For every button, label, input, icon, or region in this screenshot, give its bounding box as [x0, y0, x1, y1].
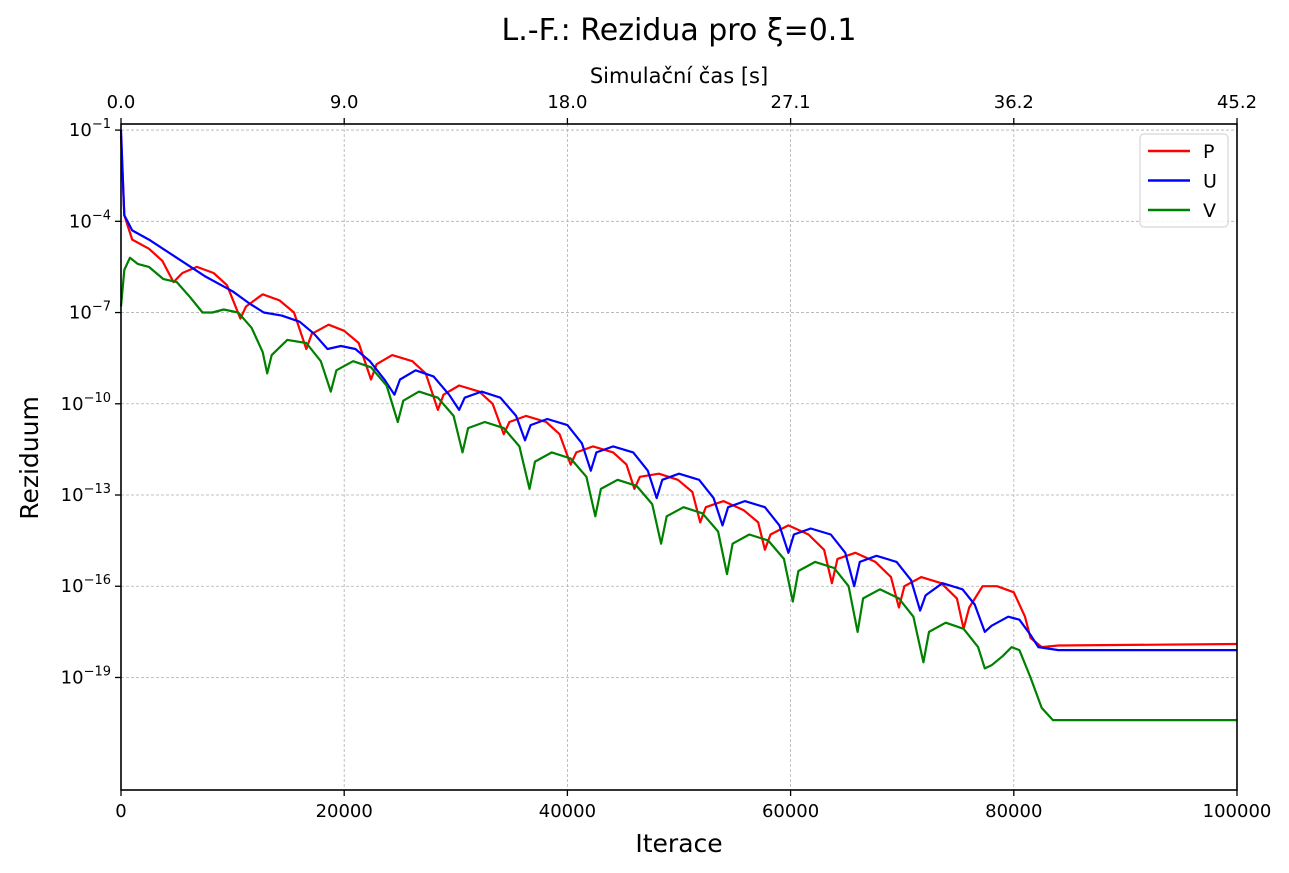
plot-series — [119, 130, 1238, 722]
y-tick-label: 10−1 — [69, 117, 111, 141]
x-tick-label: 80000 — [985, 801, 1042, 822]
series-line-v — [119, 256, 1237, 722]
y-tick-label: 10−16 — [61, 573, 111, 597]
axis-ticks: 0 20000 40000 60000 80000 100000 0.0 9.0 18.0 27.… — [61, 92, 1272, 822]
legend-label: U — [1203, 171, 1217, 193]
y-tick-label: 10−10 — [61, 391, 111, 415]
y-tick-label: 10−4 — [69, 208, 111, 232]
x-tick-label: 60000 — [762, 801, 819, 822]
chart-title: L.-F.: Rezidua pro ξ=0.1 — [502, 13, 857, 48]
series-line-u — [119, 130, 1237, 652]
legend-label: P — [1203, 141, 1214, 163]
y-axis-label: Reziduum — [15, 396, 44, 520]
plot-frame — [120, 123, 1238, 791]
x-tick-label: 100000 — [1203, 801, 1272, 822]
top-tick-label: 18.0 — [547, 92, 587, 113]
x-tick-label: 40000 — [539, 801, 596, 822]
grid-lines — [120, 124, 1238, 790]
legend-label: V — [1203, 200, 1216, 222]
x-tick-label: 0 — [115, 801, 126, 822]
top-axis-label: Simulační čas [s] — [590, 64, 768, 88]
y-tick-label: 10−7 — [69, 300, 111, 324]
top-tick-label: 27.1 — [771, 92, 811, 113]
y-tick-label: 10−19 — [61, 664, 111, 688]
top-tick-label: 0.0 — [107, 92, 136, 113]
top-tick-label: 36.2 — [994, 92, 1034, 113]
legend: PUV — [1139, 133, 1229, 228]
series-line-p — [119, 136, 1238, 649]
x-tick-label: 20000 — [316, 801, 373, 822]
x-axis-label: Iterace — [635, 829, 722, 858]
top-tick-label: 45.2 — [1217, 92, 1257, 113]
top-tick-label: 9.0 — [330, 92, 359, 113]
y-tick-label: 10−13 — [61, 482, 111, 506]
